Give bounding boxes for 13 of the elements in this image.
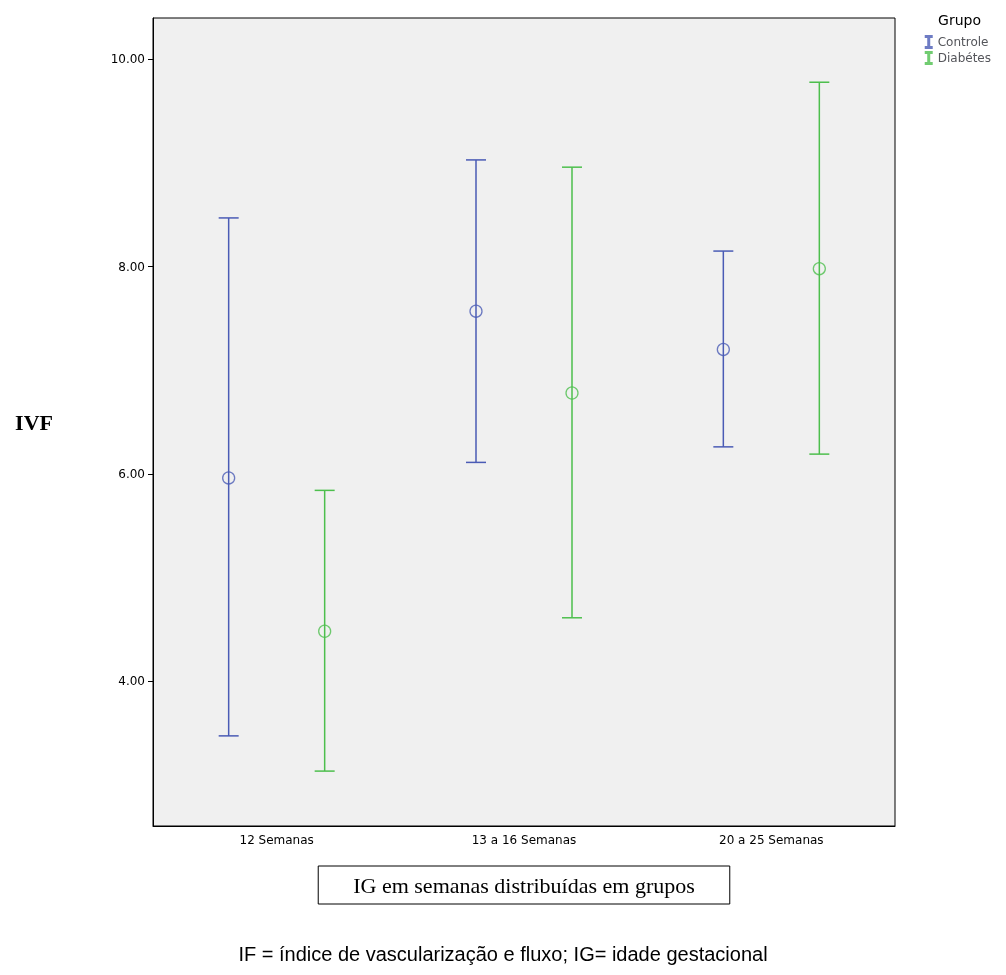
x-tick-label: 20 a 25 Semanas: [719, 833, 824, 847]
y-tick-label: 6.00: [118, 466, 145, 481]
y-tick-label: 8.00: [118, 259, 145, 274]
y-tick-label: 4.00: [118, 673, 145, 688]
legend-title: Grupo: [938, 12, 982, 28]
text: IF = índice de vascularização e fluxo; IG= idade gestacional: [238, 943, 768, 965]
x-axis-title: IG em semanas distribuídas em grupos: [353, 872, 695, 898]
x-tick-label: 13 a 16 Semanas: [471, 833, 577, 847]
x-tick-label: 12 Semanas: [239, 833, 314, 847]
legend-label: Diabétes: [937, 51, 992, 65]
y-tick-label: 10.00: [110, 52, 145, 67]
y-axis-title: IVF: [15, 409, 53, 435]
legend-label: Controle: [937, 35, 989, 49]
